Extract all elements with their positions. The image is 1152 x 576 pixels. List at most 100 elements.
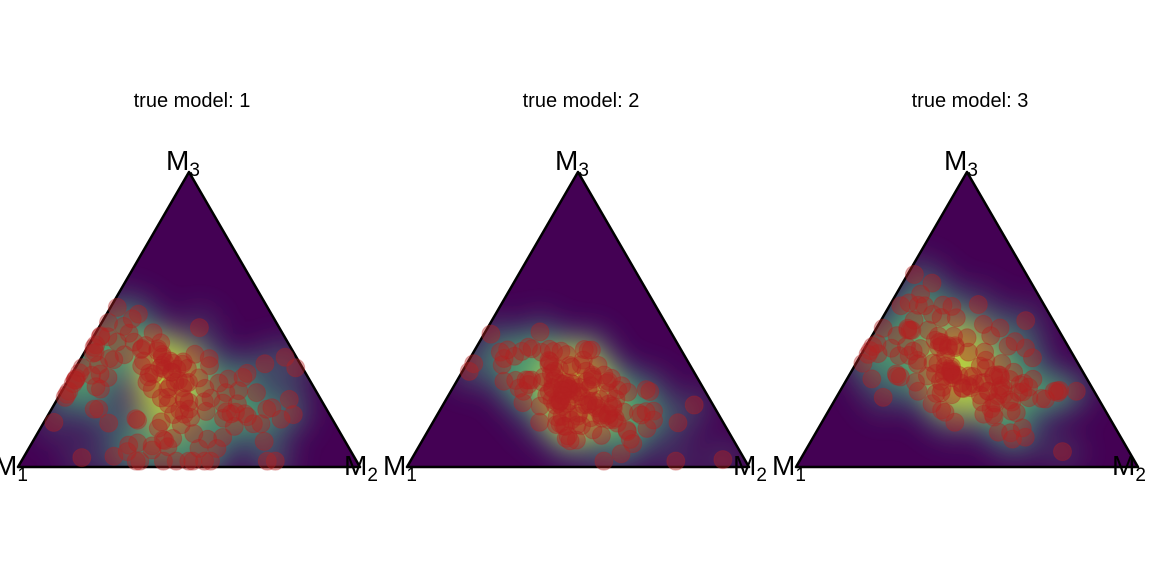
data-point [931,308,951,327]
data-point [952,378,972,398]
data-point [928,354,948,373]
ternary-plot [794,170,1140,469]
data-point [257,399,277,419]
vertex-label-left: M1 [772,450,806,486]
data-point [189,438,209,458]
data-point [572,416,591,436]
data-point [540,352,560,372]
data-point [617,420,637,440]
data-point [148,339,168,359]
data-point [98,327,118,347]
vertex-label-top: M3 [944,145,978,181]
triangle-outline [405,170,751,469]
data-point [539,351,559,370]
data-point [620,429,640,449]
data-point [132,356,152,376]
data-point [640,382,660,401]
data-point [572,386,592,406]
data-point [1012,418,1032,438]
data-point [537,385,557,405]
data-point [951,373,971,393]
data-point [564,374,584,394]
data-point [173,378,193,398]
data-point [213,393,233,413]
ternary-plot [405,170,751,471]
data-point [899,293,919,313]
data-point [548,390,568,410]
data-point [617,422,637,441]
data-point [1047,381,1067,401]
data-point [922,273,942,293]
data-point [975,342,995,362]
data-point [563,384,583,404]
data-point [158,394,178,414]
data-point [908,354,927,374]
data-point [72,358,92,378]
data-point [582,367,602,387]
data-point [99,313,118,333]
data-point [577,371,597,391]
data-point [1014,373,1034,393]
data-point [179,392,199,412]
data-point [98,368,118,387]
data-point [573,395,593,415]
data-point [598,371,618,391]
data-point [177,358,197,378]
data-point [581,376,601,396]
data-point [898,320,918,340]
data-point [605,408,625,428]
data-point [599,410,619,430]
data-point [194,392,214,412]
data-point [539,339,559,359]
data-point [935,402,955,422]
data-point [553,374,573,394]
data-point [604,410,623,430]
data-point [863,336,883,356]
ternary-plot [16,170,362,471]
data-point [539,354,559,374]
data-point [552,380,572,400]
data-point [275,347,295,367]
data-point [163,353,183,373]
data-point [873,318,893,338]
data-point [126,409,146,429]
data-point [152,355,172,375]
data-point [981,399,1001,419]
data-point [552,397,572,416]
data-point [944,326,963,346]
data-point [505,346,524,366]
data-point [237,407,257,427]
data-point [86,377,106,397]
data-point [899,345,919,365]
data-point [214,408,233,428]
data-point [1050,380,1070,400]
data-point [83,343,103,363]
data-point [984,407,1004,427]
data-point [229,381,249,401]
data-point [99,349,119,369]
data-point [243,414,263,434]
data-point [990,318,1010,338]
data-point [594,451,614,471]
data-point [179,372,198,392]
data-point [631,405,651,425]
data-point [976,350,996,370]
data-point [532,372,552,392]
data-point [946,308,966,328]
data-point [1001,423,1021,443]
data-point [104,446,124,466]
data-point [221,404,241,424]
data-point [988,386,1008,406]
data-point [464,354,484,374]
data-point [887,366,907,386]
data-point [544,342,563,361]
data-point [233,368,253,387]
data-point [1023,348,1042,368]
data-point [932,377,952,397]
data-point [986,393,1005,413]
data-point [227,394,247,414]
data-point [942,368,962,387]
data-point [140,363,159,383]
data-point [958,376,978,396]
data-point [972,373,991,393]
